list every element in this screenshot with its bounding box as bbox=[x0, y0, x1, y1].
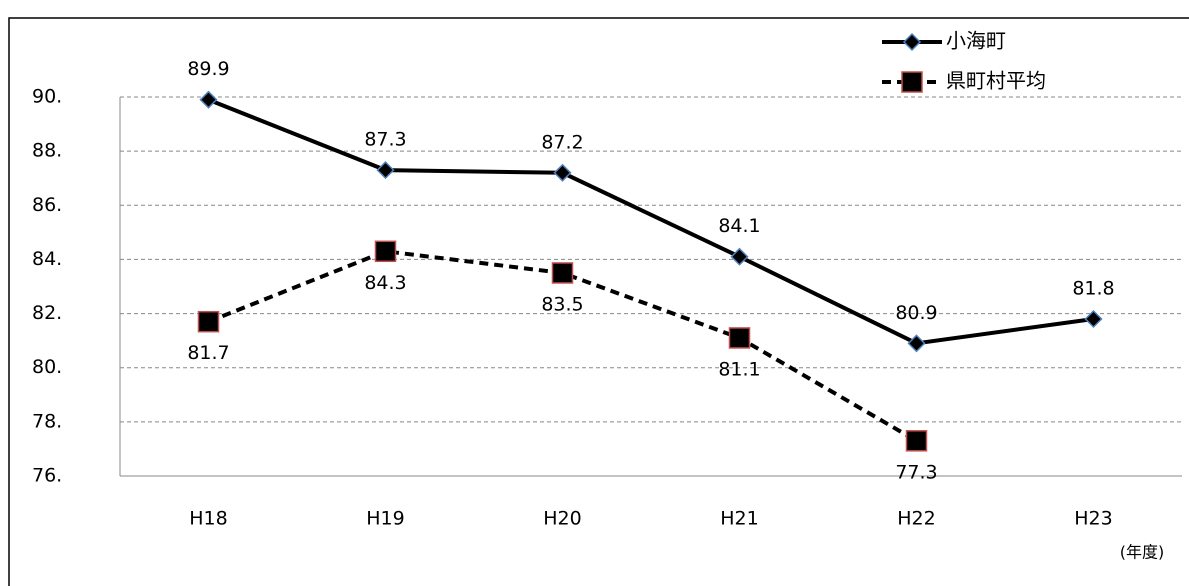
data-point bbox=[376, 161, 395, 180]
data-point bbox=[197, 310, 220, 333]
data-point bbox=[905, 430, 928, 452]
data-point bbox=[199, 90, 218, 109]
x-tick-label: H23 bbox=[1074, 508, 1112, 530]
data-label: 83.5 bbox=[541, 293, 583, 315]
y-tick-label: 88. bbox=[32, 140, 62, 162]
x-tick-label: H19 bbox=[366, 508, 404, 530]
x-unit-label: (年度) bbox=[1120, 543, 1165, 562]
y-tick-label: 82. bbox=[32, 302, 62, 324]
data-point bbox=[551, 262, 574, 284]
legend-label: 小海町 bbox=[946, 29, 1006, 53]
y-tick-label: 78. bbox=[32, 410, 62, 432]
data-point bbox=[1084, 309, 1103, 329]
data-point bbox=[730, 247, 749, 266]
y-tick-label: 76. bbox=[32, 465, 62, 487]
data-point bbox=[728, 327, 751, 349]
legend-marker bbox=[901, 71, 923, 93]
x-tick-label: H20 bbox=[543, 508, 581, 530]
legend-marker bbox=[902, 32, 922, 52]
x-tick-label: H22 bbox=[897, 508, 935, 530]
data-label: 81.8 bbox=[1072, 277, 1114, 299]
data-label: 87.2 bbox=[541, 131, 583, 153]
data-point bbox=[374, 240, 397, 263]
data-label: 80.9 bbox=[895, 302, 937, 324]
data-point bbox=[553, 163, 572, 182]
y-tick-label: 90. bbox=[32, 86, 62, 108]
x-tick-label: H18 bbox=[189, 508, 227, 530]
data-label: 87.3 bbox=[364, 129, 406, 151]
series-line bbox=[207, 97, 1094, 346]
chart-frame bbox=[8, 17, 1189, 586]
data-label: 81.1 bbox=[718, 358, 760, 380]
y-tick-label: 84. bbox=[32, 248, 62, 270]
y-tick-label: 86. bbox=[32, 194, 62, 216]
x-tick-label: H21 bbox=[720, 508, 758, 530]
data-label: 84.3 bbox=[364, 272, 406, 294]
data-label: 84.1 bbox=[718, 215, 760, 237]
data-label: 77.3 bbox=[895, 461, 937, 483]
y-tick-label: 80. bbox=[32, 356, 62, 378]
data-point bbox=[907, 334, 926, 353]
data-label: 89.9 bbox=[187, 58, 229, 80]
legend-label: 県町村平均 bbox=[946, 69, 1046, 93]
data-label: 81.7 bbox=[187, 342, 229, 364]
